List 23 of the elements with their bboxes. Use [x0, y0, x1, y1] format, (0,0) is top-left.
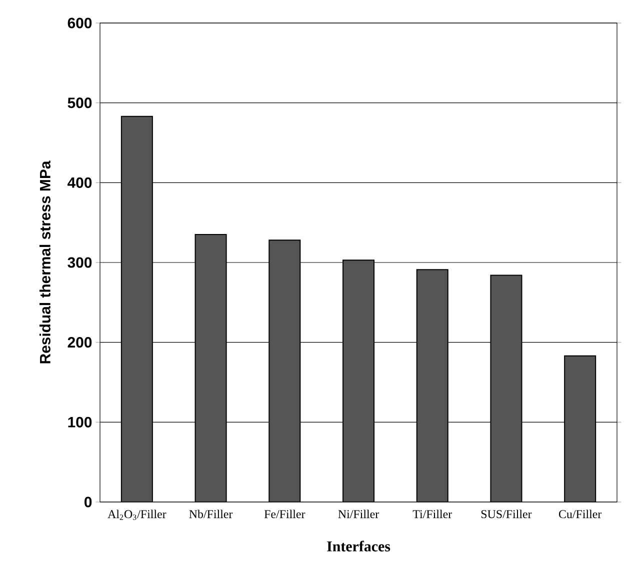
- x-tick-label: Fe/Filler: [264, 510, 306, 518]
- bar: [194, 234, 227, 502]
- x-tick-label: SUS/Filler: [481, 510, 532, 518]
- y-tick-label: 500: [68, 98, 92, 108]
- y-tick-label: 0: [84, 496, 92, 508]
- x-tick-label: Ni/Filler: [338, 510, 379, 518]
- bar: [490, 274, 522, 502]
- x-axis-title: Interfaces: [327, 540, 390, 552]
- y-tick-label: 100: [68, 416, 92, 428]
- x-tick-label: Cu/Filler: [558, 510, 602, 518]
- x-tick-label: Al$_{2}$O$_{3}$/Filler: [108, 510, 166, 520]
- bar: [120, 116, 153, 502]
- bar: [564, 355, 596, 502]
- y-axis-title: Residual thermal stress MPa: [39, 160, 50, 364]
- x-tick-label: Ti/Filler: [412, 510, 452, 518]
- y-tick-label: 300: [68, 257, 92, 268]
- bar: [416, 269, 448, 502]
- y-tick-label: 200: [68, 337, 92, 348]
- y-tick-label: 400: [68, 177, 92, 188]
- bar: [342, 260, 375, 502]
- bar: [268, 240, 301, 502]
- y-tick-label: 600: [68, 18, 92, 28]
- x-tick-label: Nb/Filler: [189, 510, 233, 518]
